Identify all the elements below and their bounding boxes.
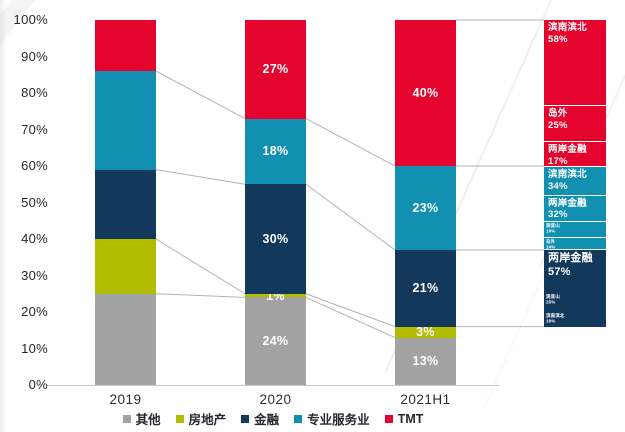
legend-swatch-icon xyxy=(294,414,303,423)
breakdown-segment-滨南滨北: 滨南滨北 19% xyxy=(544,311,606,327)
bar-segment-房地产 xyxy=(245,293,306,298)
breakdown-segment-观音山: 观音山 19% xyxy=(544,221,606,238)
bar-segment-专业服务业 xyxy=(95,71,156,170)
bar-segment-房地产 xyxy=(95,239,156,294)
legend-label: 金融 xyxy=(254,413,280,427)
breakdown-segment-两岸金融: 两岸金融 17% xyxy=(544,141,606,166)
legend-item-其他: 其他 xyxy=(122,409,161,428)
legend-swatch-icon xyxy=(122,414,131,423)
x-axis-label-2021H1: 2021H1 xyxy=(400,392,451,407)
bar-value-label: 30% xyxy=(262,232,289,246)
bar-segment-其他 xyxy=(395,337,456,385)
breakdown-label: 岛外 14% xyxy=(546,239,556,250)
breakdown-segment-两岸金融: 两岸金融 32% xyxy=(544,194,606,222)
bar-segment-其他 xyxy=(245,297,306,385)
legend-label: 其他 xyxy=(135,413,161,427)
bar-segment-其他 xyxy=(95,293,156,385)
legend-label: 专业服务业 xyxy=(307,413,370,427)
breakdown-label: 观音山 25% xyxy=(546,293,560,305)
breakdown-segment-两岸金融: 两岸金融 57% xyxy=(544,249,606,293)
breakdown-label: 两岸金融 57% xyxy=(548,252,593,278)
breakdown-label: 滨南滨北 19% xyxy=(546,312,565,324)
bar-value-label: 21% xyxy=(412,281,439,296)
breakdown-segment-岛外: 岛外 25% xyxy=(544,104,606,142)
legend: 其他 房地产 金融 专业服务业 TMT xyxy=(47,409,499,428)
breakdown-label: 滨南滨北 58% xyxy=(548,22,587,45)
legend-label: TMT xyxy=(397,411,424,426)
legend-swatch-icon xyxy=(241,414,250,423)
breakdown-label: 岛外 25% xyxy=(548,107,568,131)
breakdown-segment-岛外: 岛外 14% xyxy=(544,237,606,250)
edge-shading xyxy=(0,0,7,432)
legend-item-金融: 金融 xyxy=(241,409,279,428)
bar-segment-专业服务业 xyxy=(395,166,456,250)
breakdown-label: 观音山 19% xyxy=(546,223,560,235)
breakdown-segment-滨南滨北: 滨南滨北 34% xyxy=(544,166,606,195)
bar-value-label: 24% xyxy=(262,334,289,349)
x-axis-label-2020: 2020 xyxy=(259,392,292,407)
y-axis-tick: 60% xyxy=(21,158,48,173)
y-axis-tick: 20% xyxy=(21,304,48,319)
bar-segment-金融 xyxy=(395,249,456,327)
bar-value-label: 13% xyxy=(412,354,439,369)
legend-swatch-icon xyxy=(384,414,393,423)
breakdown-segment-滨南滨北: 滨南滨北 58% xyxy=(544,20,606,105)
bar-segment-金融 xyxy=(245,184,306,294)
breakdown-label: 两岸金融 17% xyxy=(548,144,587,166)
bar-segment-房地产 xyxy=(395,326,456,338)
x-axis-line xyxy=(47,385,499,386)
breakdown-label: 滨南滨北 34% xyxy=(548,169,587,192)
bar-segment-专业服务业 xyxy=(245,118,306,185)
legend-item-房地产: 房地产 xyxy=(175,409,227,428)
legend-item-TMT: TMT xyxy=(384,411,424,426)
bar-value-label: 40% xyxy=(412,86,439,100)
bar-segment-TMT xyxy=(245,20,306,119)
bar-value-label: 23% xyxy=(412,200,439,215)
bar-segment-TMT xyxy=(395,20,456,166)
y-axis-tick: 70% xyxy=(21,121,48,137)
y-axis-tick: 0% xyxy=(28,377,48,392)
bar-value-label: 3% xyxy=(416,325,435,340)
y-axis-tick: 100% xyxy=(13,12,48,27)
breakdown-segment-观音山: 观音山 25% xyxy=(544,292,606,312)
y-axis-tick: 30% xyxy=(21,267,48,283)
y-axis-tick: 10% xyxy=(21,340,48,356)
bar-segment-金融 xyxy=(95,169,156,239)
y-axis-tick: 90% xyxy=(21,48,48,64)
y-axis-tick: 40% xyxy=(21,231,48,246)
bar-segment-TMT xyxy=(95,20,156,72)
breakdown-label: 两岸金融 32% xyxy=(548,197,587,221)
bar-value-label: 18% xyxy=(262,144,289,159)
y-axis-tick: 80% xyxy=(21,85,48,100)
legend-label: 房地产 xyxy=(188,413,227,427)
legend-swatch-icon xyxy=(175,414,184,423)
bar-value-label: 27% xyxy=(262,62,289,77)
y-axis-tick: 50% xyxy=(21,194,48,210)
x-axis-label-2019: 2019 xyxy=(109,392,142,407)
legend-item-专业服务业: 专业服务业 xyxy=(294,409,370,428)
